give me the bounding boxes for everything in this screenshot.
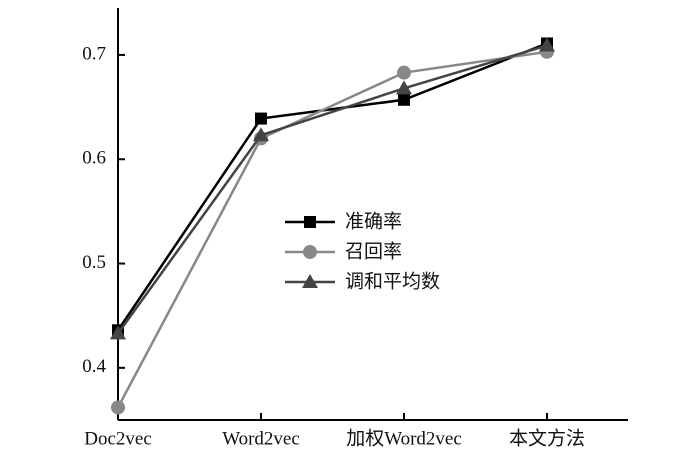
marker — [110, 325, 126, 340]
marker — [302, 274, 318, 288]
line — [116, 50, 548, 409]
x-tick-label: Doc2vec — [84, 428, 152, 449]
marker — [397, 65, 411, 80]
marker — [304, 216, 316, 228]
marker — [396, 80, 412, 95]
y-tick-label: 0.7 — [82, 43, 106, 64]
y-tick-label: 0.4 — [82, 356, 106, 377]
line — [116, 44, 548, 335]
marker — [539, 37, 555, 52]
legend-label: 召回率 — [345, 241, 402, 263]
marker — [398, 93, 410, 106]
marker — [255, 112, 267, 125]
y-tick-label: 0.5 — [82, 252, 106, 273]
x-tick-label: 加权Word2vec — [346, 427, 462, 449]
marker — [111, 400, 125, 415]
x-tick-label: 本文方法 — [509, 427, 585, 449]
x-tick-label: Word2vec — [222, 428, 300, 449]
y-tick-label: 0.6 — [82, 148, 106, 169]
legend-label: 准确率 — [345, 211, 402, 233]
marker — [303, 245, 317, 259]
marker — [253, 127, 269, 142]
line — [116, 42, 548, 331]
legend-label: 调和平均数 — [345, 271, 440, 293]
